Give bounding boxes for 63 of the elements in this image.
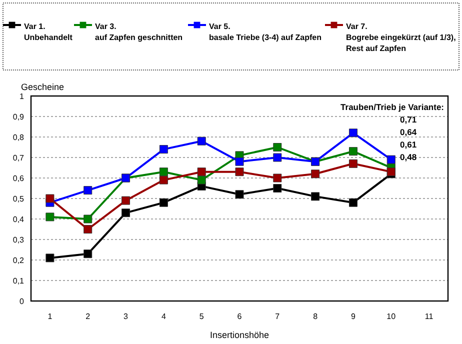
y-tick-label: 0,5 <box>12 194 25 204</box>
point <box>84 250 92 258</box>
y-tick-label: 0,1 <box>12 276 25 286</box>
annotation: 0,64 <box>400 127 417 137</box>
point <box>273 174 282 182</box>
y-tick-label: 0,6 <box>12 174 25 183</box>
point <box>235 157 244 166</box>
point <box>348 159 358 168</box>
annotation: 0,61 <box>400 140 417 150</box>
annotation: 0,71 <box>400 114 417 124</box>
point <box>235 168 244 176</box>
point <box>311 192 320 201</box>
annotation: 0,48 <box>400 152 417 162</box>
point <box>348 198 358 207</box>
y-tick-label: 0,7 <box>12 154 25 162</box>
y-tick-label: 0,9 <box>12 112 25 122</box>
point <box>311 170 320 178</box>
y-tick-label: 0,3 <box>12 236 25 244</box>
x-tick-label: 5 <box>199 312 204 321</box>
point <box>348 128 358 138</box>
x-tick-label: 7 <box>275 312 280 321</box>
x-tick-label: 4 <box>161 312 166 321</box>
point <box>46 254 54 262</box>
point <box>84 186 92 195</box>
legend-label: Var 3. auf Zapfen geschnitten <box>95 22 183 42</box>
x-tick-label: 1 <box>48 312 53 321</box>
legend-label: Var 1. Unbehandelt <box>24 22 73 42</box>
x-tick-label: 11 <box>424 312 434 321</box>
point <box>46 212 54 222</box>
y-tick-label: 0,2 <box>12 256 25 265</box>
x-tick-label: 9 <box>351 312 356 321</box>
point <box>84 214 92 224</box>
x-tick-label: 2 <box>86 312 91 321</box>
point <box>84 225 92 234</box>
y-tick-label: 0,4 <box>12 215 25 224</box>
point <box>122 196 130 205</box>
x-axis-title: Insertionshöhe <box>210 330 270 340</box>
legend-label: Var 5. basale Triebe (3-4) auf Zapfen <box>209 22 322 42</box>
legend-label: Var 7. Bogrebe eingekürzt (auf 1/3), Rest auf Zapfen <box>346 22 456 53</box>
point <box>159 176 168 184</box>
x-tick-label: 3 <box>124 312 129 321</box>
point <box>273 143 282 152</box>
point <box>386 155 396 164</box>
y-axis-title: Gescheine <box>21 82 64 92</box>
annotation: Trauben/Trieb je Variante: <box>340 102 444 112</box>
point <box>159 168 168 176</box>
x-tick-label: 10 <box>386 312 396 321</box>
point <box>235 190 244 199</box>
y-tick-label: 0 <box>20 297 25 306</box>
point <box>273 184 282 192</box>
point <box>159 198 168 207</box>
x-tick-label: 8 <box>313 312 318 321</box>
y-tick-label: 1 <box>20 92 25 101</box>
point <box>122 208 130 218</box>
y-tick-label: 0,8 <box>12 133 25 142</box>
point <box>348 147 358 156</box>
point <box>46 194 54 203</box>
point <box>159 145 168 154</box>
point <box>197 168 206 176</box>
x-tick-label: 6 <box>237 312 242 321</box>
point <box>273 153 282 162</box>
point <box>197 176 206 184</box>
point <box>197 136 206 146</box>
